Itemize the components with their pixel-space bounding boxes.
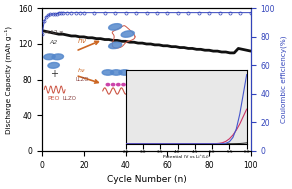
Ellipse shape <box>119 70 130 75</box>
X-axis label: Cycle Number (n): Cycle Number (n) <box>107 175 186 184</box>
Ellipse shape <box>109 24 122 30</box>
Text: LLZO: LLZO <box>62 96 76 101</box>
Text: PEO: PEO <box>47 96 60 101</box>
Text: $h\nu$: $h\nu$ <box>77 67 86 74</box>
Ellipse shape <box>109 42 122 49</box>
Text: $h\nu$: $h\nu$ <box>77 36 87 45</box>
Circle shape <box>106 84 110 86</box>
Ellipse shape <box>110 70 122 75</box>
Text: LLZO: LLZO <box>75 77 88 82</box>
Ellipse shape <box>121 31 134 37</box>
Text: A2: A2 <box>49 40 58 45</box>
Y-axis label: Coulombic efficiency(%): Coulombic efficiency(%) <box>281 36 287 123</box>
Ellipse shape <box>102 70 114 75</box>
Ellipse shape <box>48 63 59 68</box>
Circle shape <box>112 84 115 86</box>
Circle shape <box>122 84 125 86</box>
Text: +: + <box>50 69 58 79</box>
Circle shape <box>117 84 120 86</box>
Ellipse shape <box>44 54 55 60</box>
Text: $\asymp$A2$\asymp$: $\asymp$A2$\asymp$ <box>43 28 64 36</box>
Y-axis label: Discharge Capacity (mAh g⁻¹): Discharge Capacity (mAh g⁻¹) <box>5 26 12 134</box>
Ellipse shape <box>52 54 63 60</box>
